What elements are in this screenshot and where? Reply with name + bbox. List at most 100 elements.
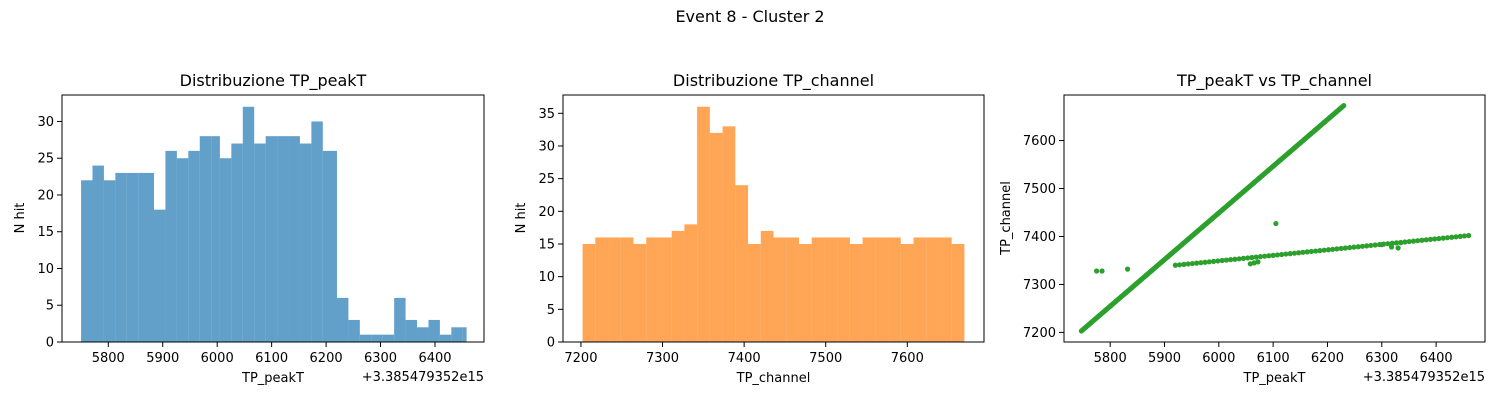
histogram-bar bbox=[81, 180, 93, 342]
histogram-bar bbox=[188, 150, 200, 342]
scatter-point bbox=[1202, 259, 1208, 265]
panel-peakT-histogram: Distribuzione TP_peakT 5800 5900 6000 6100 6… bbox=[13, 71, 485, 386]
scatter-point bbox=[1274, 252, 1280, 258]
histogram-bar bbox=[462, 327, 467, 342]
x-tick-label: 7500 bbox=[809, 351, 842, 366]
x-tick-label: 6100 bbox=[255, 351, 288, 366]
scatter-point bbox=[1262, 253, 1268, 259]
histogram-bar bbox=[277, 136, 289, 342]
histogram-bar bbox=[265, 136, 278, 342]
histogram-bar bbox=[684, 224, 698, 342]
scatter-point bbox=[1266, 253, 1272, 259]
y-tick-label: 5 bbox=[46, 299, 54, 314]
scatter-point bbox=[1313, 248, 1319, 254]
y-tick-label: 20 bbox=[37, 188, 54, 203]
histogram-bar bbox=[322, 150, 337, 342]
scatter-point bbox=[1444, 235, 1451, 241]
x-offset-text: +3.385479352e15 bbox=[1363, 370, 1485, 385]
histogram-bar bbox=[154, 209, 166, 342]
scatter-point bbox=[1219, 257, 1225, 264]
histogram-bar bbox=[862, 237, 876, 342]
scatter-point bbox=[1304, 249, 1310, 255]
scatter-point bbox=[1206, 259, 1212, 265]
y-tick-label: 7500 bbox=[1023, 182, 1056, 197]
x-tick-label: 5900 bbox=[1148, 351, 1181, 366]
histogram-bar bbox=[620, 237, 634, 342]
histogram-bar bbox=[926, 237, 939, 342]
scatter-point bbox=[1296, 250, 1302, 256]
histogram-bar bbox=[786, 237, 799, 342]
scatter-point bbox=[1395, 245, 1401, 251]
scatter-point bbox=[1317, 248, 1323, 254]
histogram-bar bbox=[417, 327, 429, 342]
scatter-point bbox=[1432, 236, 1438, 242]
scatter-point bbox=[1308, 248, 1314, 255]
scatter-point bbox=[1379, 242, 1385, 248]
histogram-bar bbox=[658, 237, 672, 342]
histogram-bar bbox=[900, 243, 914, 342]
histogram-bar bbox=[199, 136, 212, 342]
scatter-point bbox=[1245, 255, 1251, 261]
scatter-point bbox=[1240, 255, 1246, 261]
y-tick-label: 7200 bbox=[1023, 326, 1056, 341]
scatter-point bbox=[1393, 240, 1400, 246]
plot-frame bbox=[562, 94, 985, 343]
x-axis-label: TP_peakT bbox=[241, 371, 304, 386]
scatter-point bbox=[1185, 261, 1191, 267]
y-tick-label: 15 bbox=[37, 225, 54, 240]
scatter-point bbox=[1334, 246, 1340, 252]
x-tick-label: 6200 bbox=[310, 351, 343, 366]
histogram-bar bbox=[288, 136, 300, 342]
histogram-bar bbox=[92, 165, 104, 342]
scatter-point bbox=[1419, 237, 1425, 243]
scatter-point bbox=[1321, 247, 1327, 253]
scatter-point bbox=[1385, 241, 1391, 247]
scatter-point bbox=[1342, 245, 1349, 251]
scatter-point bbox=[1372, 242, 1378, 248]
scatter-point bbox=[1359, 243, 1366, 249]
histogram-bar bbox=[103, 180, 116, 342]
scatter-point bbox=[1402, 239, 1408, 245]
histogram-bar bbox=[849, 243, 863, 342]
x-tick-label: 6200 bbox=[1311, 351, 1344, 366]
y-tick-label: 20 bbox=[538, 205, 555, 220]
x-axis-label: TP_channel bbox=[736, 371, 811, 386]
histogram-bar bbox=[311, 121, 323, 343]
y-tick-label: 15 bbox=[538, 237, 555, 252]
histogram-bar bbox=[359, 334, 372, 342]
panel-channel-histogram: Distribuzione TP_channel 7200 7300 7400 750… bbox=[514, 71, 985, 386]
histogram-bar bbox=[115, 172, 127, 342]
histogram-bar bbox=[211, 136, 220, 342]
y-tick-label: 35 bbox=[538, 107, 555, 122]
histogram-bar bbox=[595, 237, 609, 342]
histogram-bar bbox=[811, 237, 825, 342]
scatter-point bbox=[1300, 249, 1306, 255]
histogram-bar bbox=[938, 237, 952, 342]
histogram-bar bbox=[748, 243, 761, 342]
histogram-bar bbox=[608, 237, 621, 342]
x-tick-label: 7600 bbox=[891, 351, 924, 366]
histogram-bar bbox=[254, 143, 266, 342]
histogram-bar bbox=[405, 319, 418, 342]
histogram-bar bbox=[394, 297, 406, 342]
histogram-bar bbox=[760, 230, 774, 342]
y-axis-label: N hit bbox=[13, 203, 28, 234]
histogram-bar bbox=[382, 334, 395, 342]
y-tick-label: 7300 bbox=[1023, 278, 1056, 293]
x-offset-text: +3.385479352e15 bbox=[362, 370, 484, 385]
scatter-point bbox=[1355, 244, 1361, 250]
scatter-point bbox=[1093, 268, 1100, 274]
scatter-point bbox=[1273, 220, 1279, 227]
y-axis-label: TP_channel bbox=[999, 181, 1014, 256]
panel-title: Distribuzione TP_channel bbox=[673, 71, 874, 91]
scatter-point bbox=[1461, 233, 1468, 239]
scatter-point bbox=[1223, 257, 1229, 263]
histogram-bar bbox=[165, 150, 177, 342]
scatter-point bbox=[1410, 238, 1417, 244]
scatter-point bbox=[1338, 245, 1344, 252]
y-tick-label: 25 bbox=[37, 152, 54, 167]
x-tick-label: 7200 bbox=[564, 351, 597, 366]
y-tick-label: 30 bbox=[538, 139, 555, 154]
histogram-bar bbox=[633, 243, 647, 342]
scatter-point bbox=[1194, 260, 1200, 266]
